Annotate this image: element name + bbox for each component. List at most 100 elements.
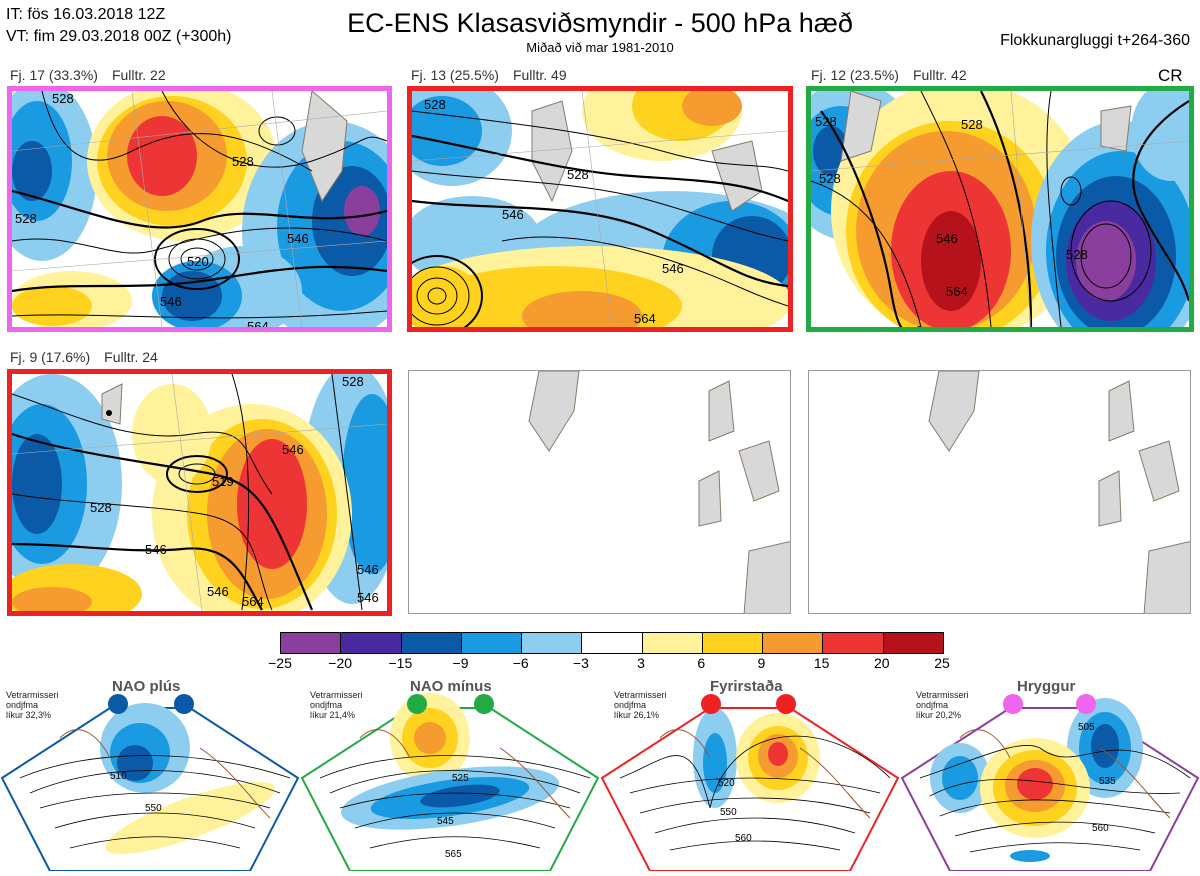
cluster-4-label: Fj. 9 (17.6%) Fulltr. 24 (10, 349, 172, 365)
cluster-1-contour-label: 546 (160, 294, 182, 309)
regime-blocking-title: Fyrirstaða (710, 678, 783, 695)
colorbar-tick-label: 6 (697, 655, 706, 671)
cluster-4-contour-label: 528 (90, 500, 112, 515)
cluster-1-label: Fj. 17 (33.3%) Fulltr. 22 (10, 67, 180, 83)
cluster-2-contour-label: 546 (662, 261, 684, 276)
clustering-window: Flokkunargluggi t+264-360 (1000, 32, 1190, 49)
valid-time: VT: fim 29.03.2018 00Z (+300h) (6, 28, 232, 45)
regime-nao-minus-contour-label: 565 (445, 849, 462, 860)
note-line: Vetrarmisseri (310, 690, 363, 700)
note-line: líkur 26,1% (614, 710, 660, 720)
cluster-2-contour-label: 564 (634, 311, 656, 326)
regime-nao-minus: 525 545 565 NAO mínus Vetrarmisseri ondj… (300, 678, 600, 872)
colorbar-tick-label: 3 (637, 655, 645, 671)
colorbar-tick-label: −6 (512, 655, 529, 671)
note-line: ondjfma (6, 700, 39, 710)
cluster-4-contour-label: 546 (357, 562, 379, 577)
cluster-1-contour-label: 528 (232, 154, 254, 169)
colorbar-swatch (521, 633, 582, 653)
note-line: Vetrarmisseri (614, 690, 667, 700)
regime-blocking-contour-label: 550 (720, 807, 737, 818)
cluster-3-contour-label: 564 (946, 284, 968, 299)
regime-nao-minus-title: NAO mínus (410, 678, 492, 695)
regime-ridge-contour-label: 505 (1078, 722, 1095, 733)
cluster-2-label: Fj. 13 (25.5%) Fulltr. 49 (411, 67, 581, 83)
cluster-3-contour-label: 546 (936, 231, 958, 246)
note-line: ondjfma (916, 700, 949, 710)
cluster-3-map[interactable]: 528 528 528 546 528 564 (806, 86, 1194, 332)
cluster-1-contour-label: 528 (15, 211, 37, 226)
regime-nao-plus: 510 550 NAO plús Vetrarmisseri ondjfma l… (0, 678, 300, 872)
cluster-1-map[interactable]: 528 528 528 520 546 546 564 (7, 86, 392, 332)
cluster-1-contour-label: 546 (287, 231, 309, 246)
colorbar-tick-label: −9 (452, 655, 469, 671)
cluster-1-id: Fj. 17 (33.3%) (10, 67, 98, 83)
colorbar-tick-label: 20 (874, 655, 890, 671)
regime-blocking-contour-label: 520 (718, 778, 735, 789)
colorbar-tick-label: −15 (388, 655, 413, 671)
cluster-3-members: Fulltr. 42 (912, 67, 967, 83)
cluster-2-id: Fj. 13 (25.5%) (411, 67, 499, 83)
colorbar-tick-label: 9 (757, 655, 766, 671)
cluster-4-contour-label: 528 (342, 374, 364, 389)
cluster-4-contour-label: 546 (282, 442, 304, 457)
cluster-4-id: Fj. 9 (17.6%) (10, 349, 91, 365)
regime-nao-minus-contour-label: 545 (437, 816, 454, 827)
regime-ridge-title: Hryggur (1017, 678, 1076, 695)
regime-nao-minus-note: Vetrarmisseri ondjfma líkur 21,4% (310, 690, 363, 720)
regime-blocking: 520 550 560 Fyrirstaða Vetrarmisseri ond… (600, 678, 900, 872)
colorbar (280, 632, 944, 654)
cr-code: CR (1158, 66, 1183, 85)
header-info: IT: fös 16.03.2018 12Z VT: fim 29.03.201… (6, 4, 231, 48)
empty-map-5 (408, 370, 791, 614)
page-title: EC-ENS Klasasviðsmyndir - 500 hPa hæð (347, 8, 853, 38)
cluster-1-members: Fulltr. 22 (111, 67, 166, 83)
colorbar-swatch (340, 633, 401, 653)
cluster-2-contour-label: 546 (502, 207, 524, 222)
colorbar-swatch (882, 633, 943, 653)
initial-time: IT: fös 16.03.2018 12Z (6, 6, 166, 23)
regime-blocking-contour-label: 560 (735, 833, 752, 844)
note-line: ondjfma (310, 700, 343, 710)
colorbar-tick-label: −3 (572, 655, 589, 671)
cluster-2-members: Fulltr. 49 (512, 67, 567, 83)
cluster-3-contour-label: 528 (815, 114, 837, 129)
cluster-4-members: Fulltr. 24 (104, 349, 158, 365)
colorbar-tick-label: −25 (268, 655, 292, 671)
cluster-2-contour-label: 528 (567, 167, 589, 182)
cluster-1-contour-label: 528 (52, 91, 74, 106)
cluster-3-id: Fj. 12 (23.5%) (811, 67, 899, 83)
regimes-section: 510 550 NAO plús Vetrarmisseri ondjfma l… (0, 678, 1200, 872)
note-line: líkur 21,4% (310, 710, 356, 720)
note-line: líkur 20,2% (916, 710, 962, 720)
note-line: Vetrarmisseri (6, 690, 59, 700)
cluster-4-map[interactable]: 546 519 528 546 546 528 564 546 546 (7, 369, 392, 616)
colorbar-tick-label: −20 (328, 655, 353, 671)
colorbar-swatch (400, 633, 461, 653)
cluster-4-contour-label: 546 (207, 584, 229, 599)
cluster-3-contour-label: 528 (961, 117, 983, 132)
colorbar-swatch (460, 633, 522, 653)
colorbar-labels: −25 −20 −15 −9 −6 −3 3 6 9 15 20 25 (268, 655, 950, 673)
cluster-4-contour-label: 564 (242, 594, 264, 609)
note-line: Vetrarmisseri (916, 690, 969, 700)
regime-blocking-note: Vetrarmisseri ondjfma líkur 26,1% (614, 690, 667, 720)
cluster-4-contour-label: 519 (212, 474, 234, 489)
regime-nao-plus-note: Vetrarmisseri ondjfma líkur 32,3% (6, 690, 59, 720)
note-line: ondjfma (614, 700, 647, 710)
regime-ridge: 505 535 560 Hryggur Vetrarmisseri ondjfm… (900, 678, 1200, 872)
cluster-2-map[interactable]: 528 528 546 546 564 (407, 86, 793, 332)
empty-map-6 (808, 370, 1191, 614)
page-subtitle: Miðað við mar 1981-2010 (526, 40, 674, 55)
colorbar-swatch (641, 633, 702, 653)
regime-ridge-note: Vetrarmisseri ondjfma líkur 20,2% (916, 690, 969, 720)
colorbar-swatch (281, 633, 341, 653)
regime-ridge-contour-label: 535 (1099, 776, 1116, 787)
cluster-4-contour-label: 546 (357, 590, 379, 605)
colorbar-tick-label: 15 (813, 655, 830, 671)
regime-ridge-contour-label: 560 (1092, 823, 1109, 834)
cluster-1-contour-label: 564 (247, 319, 269, 327)
cluster-1-contour-label: 520 (187, 254, 209, 269)
colorbar-tick-label: 25 (934, 655, 950, 671)
cluster-3-contour-label: 528 (819, 171, 841, 186)
